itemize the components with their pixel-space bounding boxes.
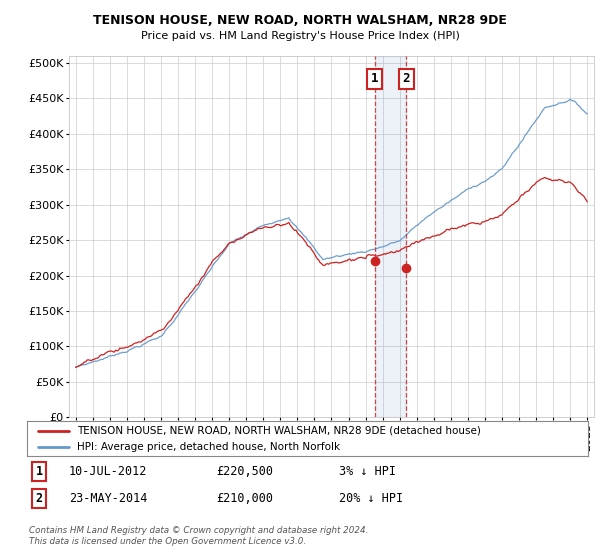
Text: 1: 1 <box>35 465 43 478</box>
Text: This data is licensed under the Open Government Licence v3.0.: This data is licensed under the Open Gov… <box>29 537 306 546</box>
Text: HPI: Average price, detached house, North Norfolk: HPI: Average price, detached house, Nort… <box>77 442 341 452</box>
Text: £210,000: £210,000 <box>216 492 273 505</box>
Text: 23-MAY-2014: 23-MAY-2014 <box>69 492 148 505</box>
Text: 10-JUL-2012: 10-JUL-2012 <box>69 465 148 478</box>
Text: 2: 2 <box>403 72 410 85</box>
Text: 2: 2 <box>35 492 43 505</box>
Text: TENISON HOUSE, NEW ROAD, NORTH WALSHAM, NR28 9DE (detached house): TENISON HOUSE, NEW ROAD, NORTH WALSHAM, … <box>77 426 481 436</box>
Text: £220,500: £220,500 <box>216 465 273 478</box>
Text: TENISON HOUSE, NEW ROAD, NORTH WALSHAM, NR28 9DE: TENISON HOUSE, NEW ROAD, NORTH WALSHAM, … <box>93 14 507 27</box>
Text: Contains HM Land Registry data © Crown copyright and database right 2024.: Contains HM Land Registry data © Crown c… <box>29 526 368 535</box>
Text: Price paid vs. HM Land Registry's House Price Index (HPI): Price paid vs. HM Land Registry's House … <box>140 31 460 41</box>
Text: 1: 1 <box>371 72 379 85</box>
Text: 3% ↓ HPI: 3% ↓ HPI <box>339 465 396 478</box>
Bar <box>374 56 406 417</box>
Text: 20% ↓ HPI: 20% ↓ HPI <box>339 492 403 505</box>
